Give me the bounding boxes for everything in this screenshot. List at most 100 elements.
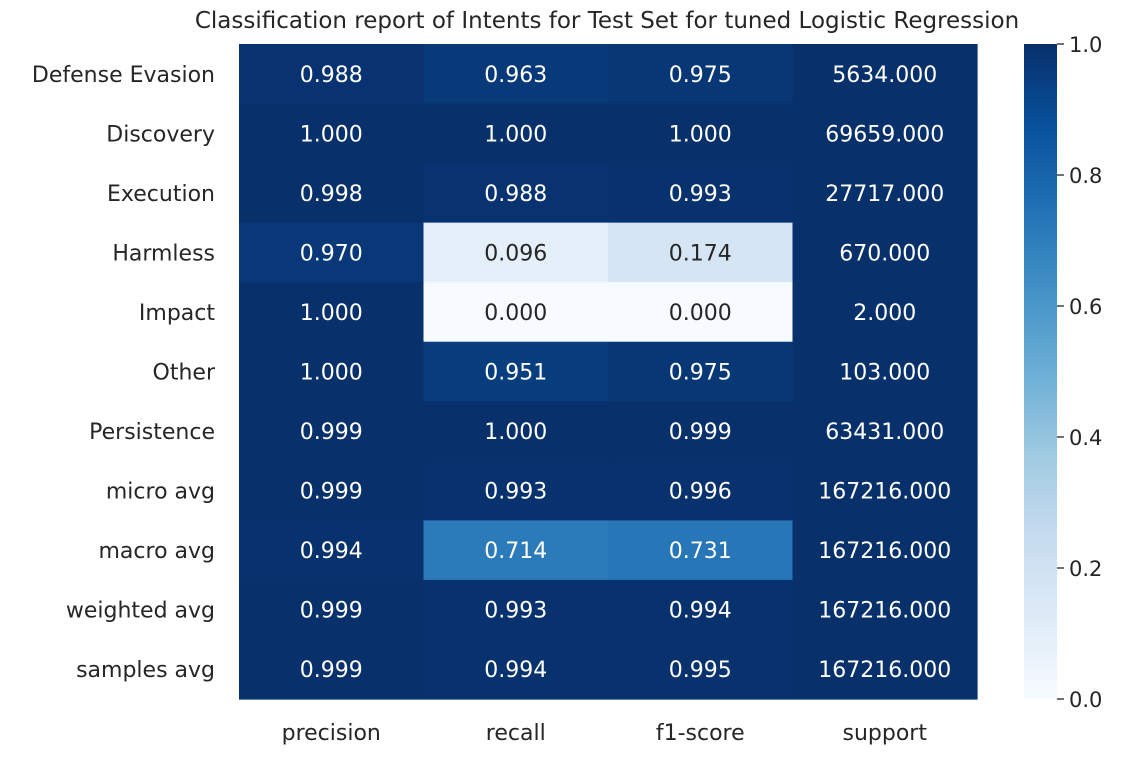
row-label: Impact xyxy=(139,301,215,326)
heatmap-cell xyxy=(239,401,425,462)
cell-value-label: 0.993 xyxy=(484,599,547,624)
cell-value-label: 0.988 xyxy=(484,182,547,207)
colorbar xyxy=(1024,44,1057,699)
cell-value-label: 0.975 xyxy=(669,63,732,88)
heatmap-cell xyxy=(423,44,609,105)
cell-value-label: 0.174 xyxy=(669,241,732,266)
cell-value-label: 0.994 xyxy=(484,658,547,683)
heatmap-cell xyxy=(792,460,978,521)
cell-value-label: 0.951 xyxy=(484,361,547,386)
column-label: recall xyxy=(486,721,546,746)
heatmap-cell xyxy=(608,44,794,105)
heatmap-cell xyxy=(608,341,794,402)
heatmap-cell xyxy=(792,222,978,283)
heatmap-cell xyxy=(239,341,425,402)
column-labels: precision recall f1-score support xyxy=(282,721,928,746)
colorbar-tick-label: 0.0 xyxy=(1069,688,1102,712)
heatmap-cell xyxy=(608,520,794,581)
cell-value-label: 0.999 xyxy=(300,420,363,445)
heatmap-cell xyxy=(423,282,609,343)
heatmap-cell xyxy=(792,44,978,105)
cell-value-label: 1.000 xyxy=(300,301,363,326)
cell-value-label: 2.000 xyxy=(853,301,916,326)
heatmap-cell xyxy=(423,520,609,581)
cell-value-label: 63431.000 xyxy=(825,420,944,445)
column-label: f1-score xyxy=(656,721,745,746)
row-label: macro avg xyxy=(99,539,216,564)
cell-value-label: 0.988 xyxy=(300,63,363,88)
cell-value-label: 1.000 xyxy=(300,122,363,147)
chart-title: Classification report of Intents for Tes… xyxy=(195,8,1019,34)
heatmap-cell xyxy=(608,282,794,343)
cell-value-label: 0.993 xyxy=(484,480,547,505)
colorbar-tick-label: 0.2 xyxy=(1069,557,1102,581)
row-label: micro avg xyxy=(106,480,215,505)
colorbar-ticks: 0.0 0.2 0.4 0.6 0.8 1.0 xyxy=(1057,33,1102,712)
cell-value-label: 0.999 xyxy=(300,480,363,505)
cell-value-label: 0.993 xyxy=(669,182,732,207)
heatmap-cell xyxy=(239,44,425,105)
heatmap-cell xyxy=(792,401,978,462)
heatmap-cell xyxy=(608,639,794,700)
colorbar-tick-label: 0.4 xyxy=(1069,426,1102,450)
cell-value-label: 0.994 xyxy=(300,539,363,564)
heatmap-cell xyxy=(423,579,609,641)
cell-value-label: 0.996 xyxy=(669,480,732,505)
heatmap-cell xyxy=(239,222,425,283)
heatmap-cell xyxy=(792,103,978,164)
row-labels: Defense Evasion Discovery Execution Harmles… xyxy=(32,63,216,683)
heatmap-cell xyxy=(608,579,794,641)
heatmap-cell xyxy=(423,222,609,283)
heatmap-cell xyxy=(792,520,978,581)
row-label: Persistence xyxy=(89,420,215,445)
cell-value-label: 0.975 xyxy=(669,361,732,386)
row-label: Execution xyxy=(107,182,215,207)
colorbar-tick-label: 1.0 xyxy=(1069,33,1102,57)
heatmap-cell xyxy=(423,460,609,521)
heatmap-cell xyxy=(239,460,425,521)
cell-value-label: 27717.000 xyxy=(825,182,944,207)
heatmap-cell xyxy=(423,103,609,164)
cell-value-label: 0.731 xyxy=(669,539,732,564)
heatmap-cell xyxy=(239,103,425,164)
row-label: Defense Evasion xyxy=(32,63,215,88)
heatmap-cell xyxy=(608,460,794,521)
heatmap-cell xyxy=(792,163,978,224)
cell-value-label: 5634.000 xyxy=(832,63,937,88)
heatmap-cell xyxy=(792,639,978,700)
colorbar-tick-label: 0.8 xyxy=(1069,164,1102,188)
cell-value-label: 0.998 xyxy=(300,182,363,207)
cell-value-label: 69659.000 xyxy=(825,122,944,147)
cell-value-label: 1.000 xyxy=(484,122,547,147)
heatmap-cells: 0.988 0.963 0.975 5634.000 1.000 1.000 1.000 69… xyxy=(239,44,978,700)
row-label: weighted avg xyxy=(66,599,215,624)
cell-value-label: 0.714 xyxy=(484,539,547,564)
cell-value-label: 167216.000 xyxy=(818,599,951,624)
cell-value-label: 0.970 xyxy=(300,241,363,266)
heatmap-cell xyxy=(792,579,978,641)
cell-value-label: 1.000 xyxy=(300,361,363,386)
cell-value-label: 167216.000 xyxy=(818,480,951,505)
cell-value-label: 167216.000 xyxy=(818,539,951,564)
heatmap-cell xyxy=(608,103,794,164)
heatmap-cell xyxy=(239,579,425,641)
heatmap-cell xyxy=(792,282,978,343)
cell-value-label: 1.000 xyxy=(484,420,547,445)
heatmap-cell xyxy=(239,520,425,581)
cell-value-label: 0.000 xyxy=(484,301,547,326)
heatmap-cell xyxy=(608,222,794,283)
row-label: Harmless xyxy=(112,241,215,266)
row-label: Other xyxy=(153,361,216,386)
cell-value-label: 0.000 xyxy=(669,301,732,326)
cell-value-label: 670.000 xyxy=(839,241,930,266)
heatmap-cell xyxy=(239,163,425,224)
heatmap-cell xyxy=(792,341,978,402)
cell-value-label: 0.994 xyxy=(669,599,732,624)
colorbar-tick-label: 0.6 xyxy=(1069,295,1102,319)
cell-value-label: 0.963 xyxy=(484,63,547,88)
cell-value-label: 0.999 xyxy=(669,420,732,445)
heatmap-cell xyxy=(423,341,609,402)
heatmap-cell xyxy=(423,163,609,224)
heatmap-cell xyxy=(239,282,425,343)
cell-value-label: 0.096 xyxy=(484,241,547,266)
